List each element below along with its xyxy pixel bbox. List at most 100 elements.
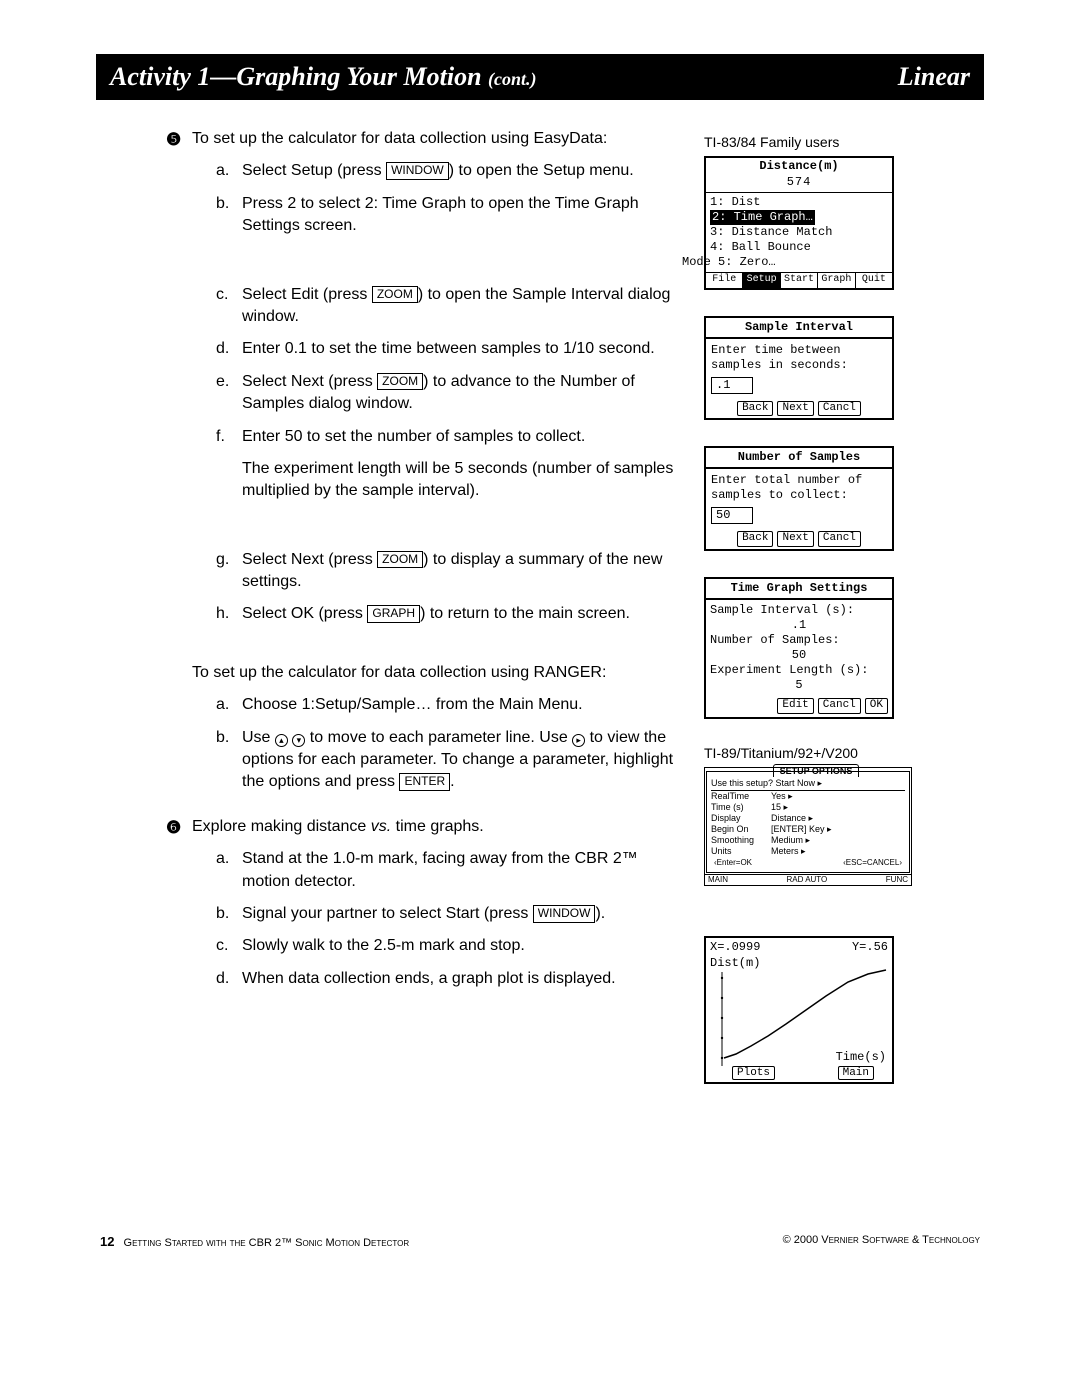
sub-letter: b. — [216, 727, 242, 794]
next-button: Next — [777, 531, 813, 547]
ti89-row: UnitsMeters ▸ — [711, 846, 905, 857]
ti89-row: DisplayDistance ▸ — [711, 813, 905, 824]
distance-value: 574 — [706, 175, 892, 193]
calc-screen-num-samples: Number of Samples Enter total number of … — [704, 446, 894, 551]
plots-button: Plots — [732, 1066, 775, 1080]
step-5d: d. Enter 0.1 to set the time between sam… — [216, 338, 676, 360]
back-button: Back — [737, 531, 773, 547]
main-button: Main — [838, 1066, 874, 1080]
graph-key: GRAPH — [367, 605, 420, 623]
sub-letter: e. — [216, 371, 242, 416]
screen-body: Enter time between samples in seconds: .… — [706, 339, 892, 398]
ok-button: OK — [865, 698, 888, 714]
softkey: Start — [781, 273, 818, 288]
footer-right: © 2000 Vernier Software & Technology — [783, 1234, 980, 1249]
ti89-statusbar: MAIN RAD AUTO FUNC — [705, 874, 911, 885]
step-5-ranger-a: a. Choose 1:Setup/Sample… from the Main … — [216, 694, 676, 716]
sub-body: Stand at the 1.0-m mark, facing away fro… — [242, 848, 676, 893]
graph-plot — [706, 938, 896, 1086]
step-5-ranger-b: b. Use ▴ ▾ to move to each parameter lin… — [216, 727, 676, 794]
ti8384-label: TI-83/84 Family users — [704, 134, 984, 150]
sub-body: Signal your partner to select Start (pre… — [242, 903, 676, 925]
softkey: Graph — [818, 273, 855, 288]
step-5h: h. Select OK (press GRAPH) to return to … — [216, 603, 676, 625]
title-bar: Activity 1—Graphing Your Motion (cont.) … — [96, 54, 984, 100]
sub-letter: d. — [216, 968, 242, 990]
menu-item: Mode 5: Zero… — [682, 255, 888, 270]
title-main: Activity 1—Graphing Your Motion — [110, 62, 482, 91]
ti89-row: Time (s)15 ▸ — [711, 802, 905, 813]
input-value: .1 — [711, 377, 753, 394]
step-6: ❻ Explore making distance vs. time graph… — [166, 816, 676, 1000]
side-column: TI-83/84 Family users Distance(m) 574 1:… — [676, 128, 984, 1084]
step-5: ❺ To set up the calculator for data coll… — [166, 128, 676, 804]
zoom-key: ZOOM — [372, 286, 418, 304]
ranger-intro: To set up the calculator for data collec… — [192, 662, 676, 684]
sub-letter: g. — [216, 549, 242, 594]
step-5a: a. Select Setup (press WINDOW) to open t… — [216, 160, 676, 182]
page-number: 12 — [100, 1234, 114, 1249]
title-left: Activity 1—Graphing Your Motion (cont.) — [110, 62, 537, 92]
sub-body: Press 2 to select 2: Time Graph to open … — [242, 193, 676, 238]
zoom-key: ZOOM — [377, 373, 423, 391]
calc-screen-ti89-setup: SETUP OPTIONS Use this setup? Start Now … — [704, 767, 912, 886]
screen-buttons: Back Next Cancl — [706, 528, 892, 549]
step-5g: g. Select Next (press ZOOM) to display a… — [216, 549, 676, 594]
input-value: 50 — [711, 507, 753, 524]
step-5e: e. Select Next (press ZOOM) to advance t… — [216, 371, 676, 416]
sub-letter: a. — [216, 694, 242, 716]
footer-left: 12 Getting Started with the CBR 2™ Sonic… — [100, 1234, 409, 1249]
up-arrow-icon: ▴ — [275, 734, 288, 747]
calc-screen-sample-interval: Sample Interval Enter time between sampl… — [704, 316, 894, 421]
step-5-body: To set up the calculator for data collec… — [192, 128, 676, 804]
ti89-row: SmoothingMedium ▸ — [711, 835, 905, 846]
ti89-row: RealTimeYes ▸ — [711, 791, 905, 802]
cancel-button: Cancl — [818, 531, 861, 547]
window-key: WINDOW — [386, 162, 449, 180]
screen-title: Sample Interval — [706, 318, 892, 339]
page: Activity 1—Graphing Your Motion (cont.) … — [0, 0, 1080, 1289]
softkey: File — [706, 273, 743, 288]
softkeys: File Setup Start Graph Quit — [706, 272, 892, 288]
sub-letter: a. — [216, 160, 242, 182]
step-6b: b. Signal your partner to select Start (… — [216, 903, 676, 925]
sub-body: Select Next (press ZOOM) to display a su… — [242, 549, 676, 594]
menu-item: 1: Dist — [710, 195, 888, 210]
sub-letter: f. — [216, 426, 242, 503]
cancel-button: Cancl — [818, 401, 861, 417]
step-5f-note: The experiment length will be 5 seconds … — [242, 458, 676, 503]
step-6a: a. Stand at the 1.0-m mark, facing away … — [216, 848, 676, 893]
softkey: Quit — [856, 273, 892, 288]
title-cont: (cont.) — [488, 69, 537, 89]
content: ❺ To set up the calculator for data coll… — [96, 128, 984, 1084]
sub-body: Select OK (press GRAPH) to return to the… — [242, 603, 676, 625]
page-footer: 12 Getting Started with the CBR 2™ Sonic… — [96, 1234, 984, 1249]
sub-body: Enter 0.1 to set the time between sample… — [242, 338, 676, 360]
right-arrow-icon: ▸ — [572, 734, 585, 747]
menu-item: 3: Distance Match — [710, 225, 888, 240]
sub-letter: b. — [216, 193, 242, 238]
sub-letter: d. — [216, 338, 242, 360]
screen-title: Number of Samples — [706, 448, 892, 469]
ti89-row: Begin On[ENTER] Key ▸ — [711, 824, 905, 835]
sub-letter: a. — [216, 848, 242, 893]
screen-body: Enter total number of samples to collect… — [706, 469, 892, 528]
step-6d: d. When data collection ends, a graph pl… — [216, 968, 676, 990]
sub-body: Choose 1:Setup/Sample… from the Main Men… — [242, 694, 676, 716]
sub-body: Select Next (press ZOOM) to advance to t… — [242, 371, 676, 416]
softkey-selected: Setup — [743, 273, 780, 288]
cancel-button: Cancl — [818, 698, 861, 714]
sub-letter: h. — [216, 603, 242, 625]
screen-title: Time Graph Settings — [706, 579, 892, 600]
summary-body: Sample Interval (s): .1 Number of Sample… — [706, 600, 892, 696]
main-column: ❺ To set up the calculator for data coll… — [96, 128, 676, 1084]
calc-screen-graph: X=.0999 Y=.56 Dist(m) Time(s) Plots Main — [704, 936, 894, 1084]
screen-buttons: Edit Cancl OK — [706, 696, 892, 717]
title-right: Linear — [898, 62, 970, 92]
down-arrow-icon: ▾ — [292, 734, 305, 747]
sub-letter: c. — [216, 284, 242, 329]
step-6-intro: Explore making distance vs. time graphs. — [192, 816, 676, 838]
step-5-marker: ❺ — [166, 128, 192, 804]
calc-screen-setup-menu: Distance(m) 574 1: Dist 2: Time Graph… 3… — [704, 156, 894, 290]
ti89-foot: ‹Enter=OK ‹ESC=CANCEL› — [711, 857, 905, 868]
